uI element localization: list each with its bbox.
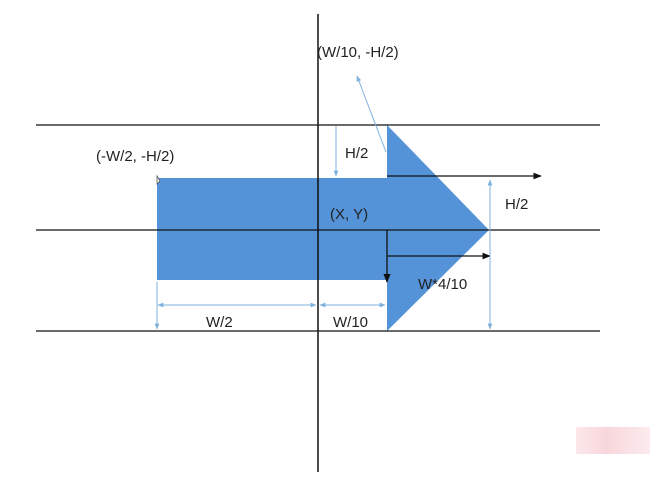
label-left-point: (-W/2, -H/2)	[96, 148, 174, 165]
watermark-patch	[576, 427, 650, 454]
top-point-pointer	[356, 75, 387, 153]
label-half-h-left: H/2	[345, 145, 368, 162]
label-top-point: (W/10, -H/2)	[317, 44, 399, 61]
arrow-shape	[157, 125, 489, 331]
label-head-width: W*4/10	[418, 276, 467, 293]
corner-marker-icon	[156, 174, 161, 185]
label-half-h-right: H/2	[505, 196, 528, 213]
label-tenth-w: W/10	[333, 314, 368, 331]
label-half-w: W/2	[206, 314, 233, 331]
label-center: (X, Y)	[330, 206, 368, 223]
